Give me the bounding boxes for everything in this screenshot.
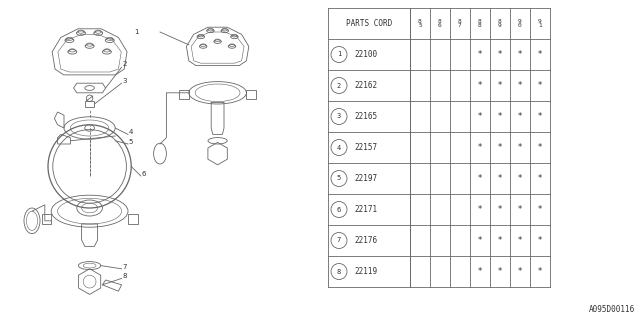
Text: *: *	[518, 143, 522, 152]
Text: 5: 5	[129, 139, 133, 145]
Text: *: *	[518, 81, 522, 90]
Text: *: *	[538, 174, 542, 183]
Text: *: *	[518, 112, 522, 121]
Text: *: *	[518, 267, 522, 276]
Text: *: *	[478, 267, 482, 276]
Text: *: *	[478, 50, 482, 59]
Text: 9
1: 9 1	[538, 19, 542, 28]
Text: *: *	[518, 50, 522, 59]
Text: 22197: 22197	[354, 174, 377, 183]
Text: 8
6: 8 6	[438, 19, 442, 28]
Text: *: *	[498, 112, 502, 121]
Text: 5: 5	[337, 175, 341, 181]
Text: 9
0: 9 0	[518, 19, 522, 28]
Text: *: *	[478, 205, 482, 214]
Text: 4: 4	[129, 129, 133, 135]
Text: *: *	[498, 81, 502, 90]
Text: *: *	[518, 236, 522, 245]
Text: 22165: 22165	[354, 112, 377, 121]
Text: *: *	[498, 143, 502, 152]
Text: *: *	[478, 236, 482, 245]
Text: 22100: 22100	[354, 50, 377, 59]
Text: 1: 1	[134, 28, 139, 35]
Text: 8: 8	[123, 273, 127, 279]
Text: 2: 2	[337, 83, 341, 89]
Text: PARTS CORD: PARTS CORD	[346, 19, 392, 28]
Text: 22157: 22157	[354, 143, 377, 152]
Text: 3: 3	[337, 114, 341, 119]
Text: *: *	[478, 112, 482, 121]
Text: 4: 4	[337, 145, 341, 150]
Text: 22176: 22176	[354, 236, 377, 245]
Text: 1: 1	[337, 52, 341, 58]
Text: *: *	[538, 205, 542, 214]
Text: *: *	[478, 81, 482, 90]
Text: 22162: 22162	[354, 81, 377, 90]
Text: 3: 3	[123, 78, 127, 84]
Text: *: *	[538, 50, 542, 59]
Text: *: *	[538, 143, 542, 152]
Text: 8
8: 8 8	[478, 19, 482, 28]
Text: *: *	[518, 174, 522, 183]
Text: *: *	[498, 267, 502, 276]
Text: 6: 6	[142, 171, 147, 177]
Text: 8
5: 8 5	[418, 19, 422, 28]
Text: 7: 7	[123, 264, 127, 270]
Text: 8
9: 8 9	[498, 19, 502, 28]
Text: 22171: 22171	[354, 205, 377, 214]
Text: *: *	[538, 81, 542, 90]
Text: *: *	[498, 50, 502, 59]
Text: *: *	[498, 236, 502, 245]
Text: *: *	[498, 174, 502, 183]
Text: *: *	[518, 205, 522, 214]
Text: *: *	[498, 205, 502, 214]
Text: 8
7: 8 7	[458, 19, 462, 28]
Text: *: *	[538, 112, 542, 121]
Text: *: *	[538, 267, 542, 276]
Text: *: *	[478, 143, 482, 152]
Text: 7: 7	[337, 237, 341, 244]
Text: A095D00116: A095D00116	[589, 305, 635, 314]
Text: 8: 8	[337, 268, 341, 275]
Text: *: *	[538, 236, 542, 245]
Text: 2: 2	[123, 61, 127, 67]
Text: 22119: 22119	[354, 267, 377, 276]
Text: 6: 6	[337, 206, 341, 212]
Text: *: *	[478, 174, 482, 183]
